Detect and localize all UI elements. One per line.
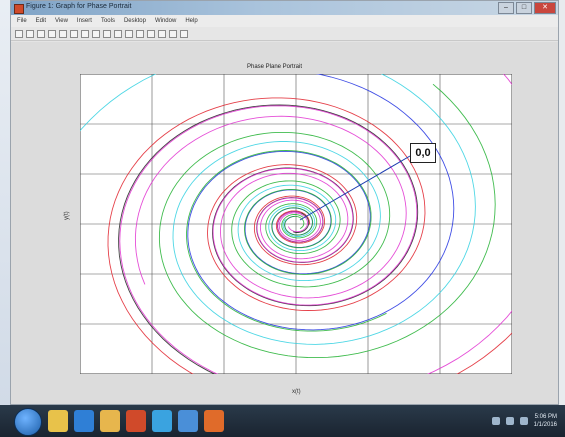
volume-icon[interactable] [505,417,514,425]
open-icon[interactable] [26,29,34,38]
print-icon[interactable] [48,29,56,38]
trajectory-7 [119,74,512,374]
screen-bezel-left [0,0,12,437]
explorer-icon[interactable] [48,410,68,432]
flag-icon[interactable] [519,417,528,425]
menu-edit[interactable]: Edit [35,18,47,24]
y-axis-label: y(t) [64,211,70,220]
plot-title: Phase Plane Portrait [246,64,303,70]
save-icon[interactable] [37,29,45,38]
menu-window[interactable]: Window [154,18,177,24]
title-bar[interactable]: Figure 1: Graph for Phase Portrait – □ ✕ [11,1,558,15]
clock-time: 5:06 PM [534,414,557,420]
grid-icon[interactable] [169,29,177,38]
network-icon[interactable] [491,417,500,425]
colorbar-icon[interactable] [147,29,155,38]
data-cursor-icon[interactable] [114,29,122,38]
menu-file[interactable]: File [17,18,27,24]
pointer-icon[interactable] [59,29,67,38]
minimize-button[interactable]: – [498,2,514,14]
plot-tools-icon[interactable] [180,29,188,38]
legend-icon[interactable] [158,29,166,38]
zoom-out-icon[interactable] [81,29,89,38]
brush-icon[interactable] [125,29,133,38]
close-button[interactable]: ✕ [534,2,556,14]
screen-bezel-right [559,0,565,437]
window-title: Figure 1: Graph for Phase Portrait [26,3,132,10]
clock[interactable]: 5:06 PM 1/1/2016 [534,413,557,429]
figure-toolbar [11,27,558,41]
x-axis-label: x(t) [292,389,301,395]
matlab-taskbar-icon[interactable] [204,410,224,432]
annotation-textbox[interactable]: 0,0 [410,143,436,163]
start-button[interactable] [14,408,42,436]
ie-icon[interactable] [74,410,94,432]
menu-tools[interactable]: Tools [100,18,115,24]
trajectory-0 [107,97,512,374]
trajectory-4 [134,115,407,299]
link-icon[interactable] [136,29,144,38]
rotate-icon[interactable] [103,29,111,38]
trajectory-3 [80,74,476,345]
trajectory-6 [186,150,387,332]
windows-taskbar: 5:06 PM 1/1/2016 [0,405,565,437]
zoom-in-icon[interactable] [70,29,78,38]
menu-view[interactable]: View [55,18,68,24]
menu-desktop[interactable]: Desktop [123,18,146,24]
pan-icon[interactable] [92,29,100,38]
media-icon[interactable] [126,410,146,432]
folder-icon[interactable] [100,410,120,432]
annotation-arrow [299,155,411,221]
trajectory-1 [158,83,496,359]
matlab-icon [14,4,24,14]
menu-help[interactable]: Help [185,18,198,24]
maximize-button[interactable]: □ [516,2,532,14]
menu-bar: File Edit View Insert Tools Desktop Wind… [11,15,558,27]
new-icon[interactable] [15,29,23,38]
menu-insert[interactable]: Insert [76,18,92,24]
phase-portrait-axes[interactable] [80,74,512,374]
clock-date: 1/1/2016 [533,422,557,428]
skype-icon[interactable] [178,410,198,432]
system-tray: 5:06 PM 1/1/2016 [491,409,557,433]
chrome-icon[interactable] [152,410,172,432]
